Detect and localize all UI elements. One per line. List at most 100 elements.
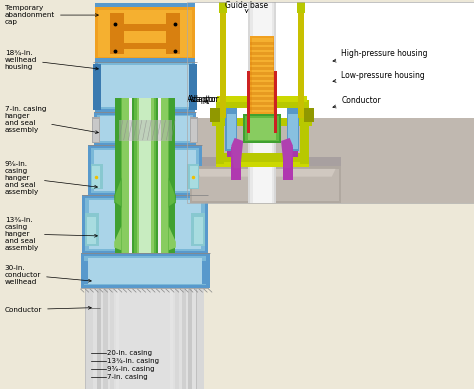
Bar bbox=[304, 108, 314, 122]
Polygon shape bbox=[115, 180, 121, 206]
Text: High-pressure housing: High-pressure housing bbox=[333, 49, 428, 62]
Text: Temporary
abandonment
cap: Temporary abandonment cap bbox=[5, 5, 98, 25]
Bar bbox=[216, 162, 309, 167]
Text: Adaptor: Adaptor bbox=[189, 95, 219, 103]
Bar bbox=[247, 71, 250, 133]
Bar bbox=[217, 153, 307, 164]
Bar bbox=[190, 166, 198, 187]
Bar bbox=[289, 110, 298, 156]
Bar bbox=[187, 2, 474, 203]
Bar bbox=[216, 102, 224, 164]
Bar bbox=[187, 118, 474, 203]
Bar bbox=[85, 214, 99, 246]
Bar bbox=[166, 13, 180, 54]
Polygon shape bbox=[169, 180, 175, 206]
Bar bbox=[231, 147, 241, 180]
Bar bbox=[250, 57, 274, 60]
Bar bbox=[250, 72, 274, 75]
Text: Adaptor: Adaptor bbox=[187, 95, 218, 103]
Bar bbox=[93, 63, 101, 110]
Bar bbox=[88, 258, 202, 284]
Bar bbox=[250, 62, 274, 65]
Bar bbox=[95, 58, 195, 62]
Bar bbox=[298, 2, 304, 118]
Polygon shape bbox=[197, 169, 336, 177]
Bar bbox=[216, 100, 309, 108]
Bar bbox=[85, 198, 205, 251]
Bar bbox=[132, 98, 158, 253]
Polygon shape bbox=[281, 138, 293, 168]
Bar bbox=[300, 102, 309, 164]
Bar bbox=[192, 168, 339, 202]
Bar bbox=[81, 261, 88, 284]
Bar bbox=[129, 98, 161, 253]
Bar bbox=[110, 13, 124, 54]
Bar bbox=[91, 164, 103, 189]
Bar bbox=[115, 98, 121, 253]
Bar bbox=[85, 284, 93, 389]
Bar bbox=[94, 112, 196, 145]
Bar bbox=[175, 284, 179, 389]
Bar bbox=[94, 150, 196, 191]
Bar bbox=[98, 10, 192, 56]
Bar bbox=[250, 67, 274, 70]
Bar bbox=[182, 284, 186, 389]
Bar bbox=[119, 98, 171, 253]
Bar bbox=[190, 117, 198, 142]
Bar bbox=[250, 82, 274, 85]
Bar bbox=[191, 119, 197, 142]
Bar bbox=[250, 77, 274, 80]
Bar bbox=[194, 217, 203, 244]
Text: Guide base: Guide base bbox=[225, 1, 268, 13]
Bar bbox=[252, 39, 273, 112]
Polygon shape bbox=[114, 178, 121, 208]
Bar bbox=[97, 115, 193, 142]
Bar bbox=[225, 108, 237, 151]
Text: 18¾-in.
wellhead
housing: 18¾-in. wellhead housing bbox=[5, 50, 99, 70]
Bar bbox=[297, 2, 305, 13]
Bar bbox=[191, 214, 205, 246]
Bar bbox=[103, 284, 108, 389]
Bar bbox=[85, 284, 204, 389]
Bar bbox=[110, 284, 114, 389]
Bar bbox=[274, 71, 277, 133]
Bar bbox=[116, 284, 119, 389]
Bar bbox=[92, 117, 100, 142]
Text: Low-pressure housing: Low-pressure housing bbox=[333, 71, 425, 82]
Bar bbox=[253, 2, 272, 203]
Bar bbox=[97, 284, 101, 389]
Bar bbox=[139, 98, 151, 253]
Bar bbox=[119, 25, 171, 31]
Bar bbox=[81, 286, 209, 289]
Bar bbox=[248, 118, 276, 140]
Text: Conductor: Conductor bbox=[5, 307, 91, 313]
Polygon shape bbox=[114, 226, 121, 250]
Bar bbox=[283, 147, 293, 180]
Bar bbox=[87, 217, 96, 244]
Polygon shape bbox=[231, 138, 243, 168]
Bar bbox=[197, 284, 204, 389]
Bar bbox=[137, 98, 154, 253]
Bar bbox=[170, 284, 173, 389]
Bar bbox=[250, 2, 274, 203]
Bar bbox=[86, 284, 93, 389]
Bar bbox=[122, 98, 168, 253]
Bar bbox=[187, 164, 199, 189]
Bar bbox=[250, 42, 274, 44]
Bar bbox=[95, 60, 195, 112]
Bar bbox=[248, 2, 276, 203]
Bar bbox=[220, 2, 226, 118]
Bar bbox=[243, 114, 281, 143]
Bar bbox=[101, 65, 189, 107]
Bar bbox=[134, 98, 156, 253]
Bar bbox=[100, 116, 190, 141]
Bar bbox=[250, 92, 274, 95]
Bar bbox=[92, 166, 100, 187]
Bar bbox=[219, 2, 227, 13]
Text: 13¾-in. casing: 13¾-in. casing bbox=[107, 358, 159, 364]
Text: Conductor: Conductor bbox=[333, 96, 381, 108]
Bar bbox=[250, 107, 274, 110]
Bar bbox=[119, 42, 171, 49]
Bar bbox=[91, 148, 199, 193]
Text: 9⅝-in.
casing
hanger
and seal
assembly: 9⅝-in. casing hanger and seal assembly bbox=[5, 161, 98, 195]
